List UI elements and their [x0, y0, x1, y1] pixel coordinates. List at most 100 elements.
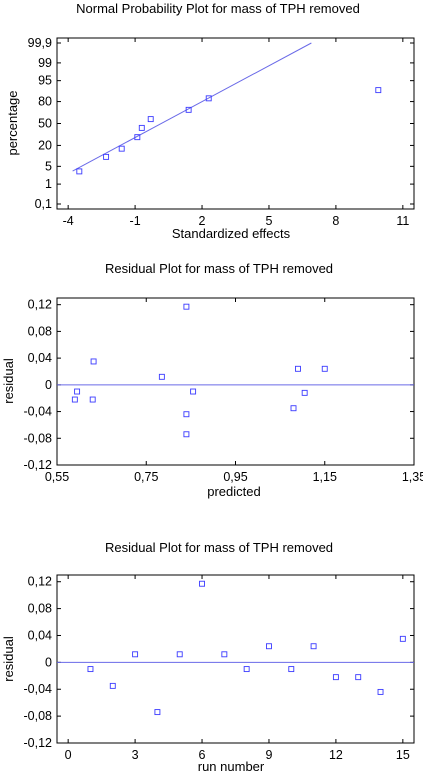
data-point: [185, 106, 192, 113]
y-tick-label: 0,12: [28, 575, 52, 589]
data-point: [147, 116, 154, 123]
y-tick-label: 0,12: [28, 298, 52, 312]
data-points: [76, 87, 382, 175]
x-axis-ticks: 0,55 0,75 0,95 1,15 1,35: [45, 298, 423, 484]
data-point: [90, 358, 97, 365]
y-axis-label: residual: [1, 636, 16, 682]
x-axis-label: Standardized effects: [172, 226, 291, 241]
y-axis-label: percentage: [5, 90, 20, 155]
x-tick-label: 11: [396, 214, 409, 228]
fit-line: [72, 42, 312, 172]
data-point: [138, 124, 145, 131]
y-tick-label: 80: [38, 95, 52, 109]
plot-frame: [56, 297, 415, 466]
data-point: [301, 389, 308, 396]
x-tick-label: 5: [265, 214, 272, 228]
data-point: [266, 643, 272, 650]
x-tick-label: 1,15: [313, 470, 337, 484]
y-tick-label: 20: [38, 138, 52, 152]
y-tick-label: 99,9: [28, 36, 52, 50]
x-tick-label: 0,95: [223, 470, 247, 484]
plot-frame: [56, 37, 415, 210]
data-point: [103, 153, 110, 160]
data-point: [183, 431, 190, 438]
y-tick-label: 0: [45, 378, 52, 392]
data-points: [87, 580, 406, 716]
x-tick-label: 0: [65, 748, 72, 762]
x-tick-label: 0,55: [45, 470, 69, 484]
y-tick-label: -0,04: [24, 405, 53, 419]
x-tick-label: 3: [132, 748, 139, 762]
data-point: [377, 688, 384, 695]
data-point: [295, 365, 301, 372]
x-tick-label: 6: [199, 748, 206, 762]
x-tick-label: 2: [199, 214, 206, 228]
chart-title: Residual Plot for mass of TPH removed: [105, 540, 333, 555]
x-tick-label: 12: [329, 748, 343, 762]
data-point: [74, 388, 81, 395]
x-axis-label: predicted: [207, 484, 260, 499]
chart-title: Normal Probability Plot for mass of TPH …: [76, 1, 360, 16]
data-point: [158, 373, 165, 380]
x-tick-label: 9: [265, 748, 272, 762]
data-point: [71, 396, 78, 403]
data-point: [288, 666, 295, 673]
y-tick-label: -0,04: [24, 682, 53, 696]
x-axis-ticks: 0 3 6 9 12 15: [65, 575, 410, 762]
data-point: [243, 666, 250, 673]
y-tick-label: -0,08: [24, 709, 53, 723]
fit-line-layer: [72, 42, 312, 172]
data-point: [76, 168, 83, 175]
chart-title: Residual Plot for mass of TPH removed: [105, 261, 333, 276]
data-point: [321, 365, 328, 372]
data-point: [290, 405, 297, 412]
plot-frame: [56, 574, 415, 744]
data-point: [109, 682, 116, 689]
y-tick-label: 0,08: [28, 602, 52, 616]
x-tick-label: 8: [332, 214, 339, 228]
data-point: [134, 134, 141, 141]
data-point: [176, 651, 183, 658]
y-tick-label: 0,04: [28, 628, 52, 642]
x-tick-label: -4: [63, 214, 74, 228]
y-axis-label: residual: [1, 358, 16, 404]
y-axis-ticks: 0,1 1 5 20 50 80 95 99 99,9: [28, 36, 414, 211]
data-point: [355, 674, 362, 681]
y-axis-ticks: -0,12 -0,08 -0,04 0 0,04 0,08 0,12: [24, 298, 414, 472]
data-point: [399, 635, 406, 642]
y-tick-label: -0,12: [24, 458, 53, 472]
data-point: [190, 388, 197, 395]
y-tick-label: 0,04: [28, 351, 52, 365]
data-point: [87, 666, 94, 673]
data-point: [89, 396, 96, 403]
data-point: [183, 303, 190, 310]
data-point: [199, 580, 205, 587]
y-tick-label: 1: [45, 177, 52, 191]
x-tick-label: 15: [396, 748, 410, 762]
data-point: [154, 709, 161, 716]
data-point: [310, 643, 317, 650]
y-tick-label: 5: [45, 159, 52, 173]
data-point: [332, 674, 339, 681]
residual-vs-run-number-chart: Residual Plot for mass of TPH removed -0…: [1, 540, 415, 774]
x-tick-label: -1: [130, 214, 141, 228]
data-point: [221, 651, 228, 658]
y-tick-label: 0,08: [28, 324, 52, 338]
residual-vs-predicted-chart: Residual Plot for mass of TPH removed -0…: [1, 261, 423, 499]
x-tick-label: 1,35: [402, 470, 423, 484]
y-tick-label: 50: [38, 117, 52, 131]
data-point: [183, 411, 190, 418]
data-points: [71, 303, 328, 438]
y-tick-label: -0,12: [24, 736, 53, 750]
data-point: [132, 651, 139, 658]
y-axis-ticks: -0,12 -0,08 -0,04 0 0,04 0,08 0,12: [24, 575, 414, 750]
y-tick-label: 95: [38, 74, 52, 88]
x-axis-ticks: -4 -1 2 5 8 11: [63, 38, 409, 228]
x-tick-label: 0,75: [134, 470, 158, 484]
y-tick-label: -0,08: [24, 431, 53, 445]
y-tick-label: 0: [45, 655, 52, 669]
data-point: [205, 95, 212, 102]
y-tick-label: 0,1: [35, 197, 52, 211]
x-axis-label: run number: [198, 759, 265, 774]
